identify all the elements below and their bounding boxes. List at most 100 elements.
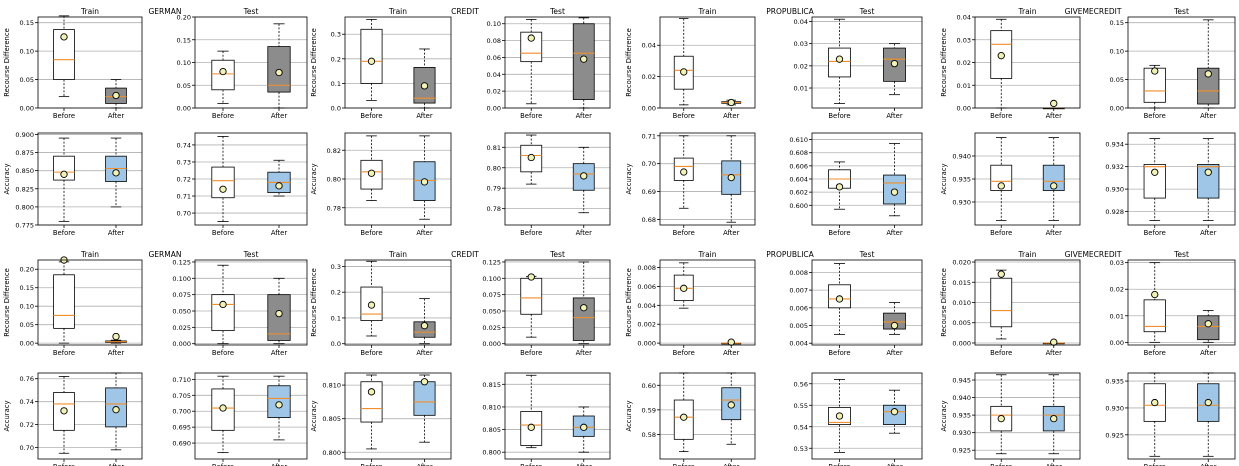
x-tick-label: Before <box>1144 229 1166 237</box>
x-tick-label: Before <box>520 229 542 237</box>
y-tick-label: 0.2 <box>331 55 341 63</box>
box-after <box>572 406 595 453</box>
dataset-header: GERMAN <box>149 250 182 259</box>
box-before <box>53 15 75 98</box>
axes-frame <box>344 16 452 109</box>
mean-marker <box>275 68 283 77</box>
box-body <box>53 29 75 80</box>
y-tick-label: 0.03 <box>1110 259 1124 267</box>
y-tick-label: 0.70 <box>642 160 656 168</box>
panel-bottom-propublica-train-accuracy: 0.58 0.59 0.60 Before After Accuracy <box>625 372 756 466</box>
y-tick-label: 0.15 <box>20 284 34 292</box>
y-tick-label: 0.70 <box>20 444 34 452</box>
y-tick-label: 0.007 <box>789 287 808 295</box>
box-before <box>673 18 694 106</box>
x-tick-label: After <box>108 112 125 120</box>
box-body <box>413 381 436 416</box>
mean-marker <box>1204 70 1212 78</box>
mean-marker <box>420 322 429 330</box>
panel-title: Train <box>698 250 717 259</box>
mean-marker <box>997 270 1005 278</box>
box-body <box>53 274 75 329</box>
mean-marker <box>680 168 688 176</box>
panel-title: Test <box>859 7 875 16</box>
x-tick-label: Before <box>53 349 75 357</box>
panel-title: Test <box>549 7 565 16</box>
y-tick-label: 0.002 <box>637 321 656 329</box>
panel-title: Train <box>388 7 407 16</box>
y-tick-label: 0.59 <box>642 406 656 414</box>
mean-marker <box>890 59 899 68</box>
mean-marker <box>835 295 844 303</box>
mean-marker <box>997 414 1005 423</box>
axes-frame <box>194 259 308 346</box>
y-tick-label: 0.04 <box>794 18 808 26</box>
y-tick-label: 0.700 <box>172 408 191 416</box>
box-before <box>360 374 383 450</box>
box-after <box>721 338 742 346</box>
dataset-header: GIVEMECREDIT <box>1065 250 1122 259</box>
mean-marker <box>420 178 429 186</box>
mean-marker <box>527 273 535 281</box>
axes-frame <box>504 16 611 109</box>
x-tick-label: After <box>723 463 740 466</box>
y-tick-label: 0.604 <box>789 176 808 184</box>
box-after <box>105 372 127 451</box>
y-tick-label: 0.805 <box>322 415 341 423</box>
panel-title: Train <box>1018 250 1037 259</box>
x-tick-label: After <box>271 229 288 237</box>
y-axis-label: Accuracy <box>625 400 633 431</box>
box-body <box>211 166 235 199</box>
y-tick-label: 0.125 <box>172 258 191 266</box>
panel-title: Test <box>1173 250 1189 259</box>
y-tick-label: 0.78 <box>327 204 341 212</box>
x-tick-label: After <box>576 229 593 237</box>
axes-frame <box>811 132 923 226</box>
panel-title: Test <box>549 250 565 259</box>
y-tick-label: 0.04 <box>957 14 971 22</box>
panel-top-german-test-recourse-difference: 0.00 0.05 0.10 0.15 0.20 Before After Test <box>177 7 308 120</box>
y-tick-label: 0.08 <box>487 37 501 45</box>
box-after <box>267 159 291 197</box>
box-before <box>360 19 383 102</box>
panel-top-propublica-train-accuracy: 0.68 0.69 0.70 0.71 Before After Accuracy <box>625 132 756 237</box>
y-tick-label: 0.0 <box>331 105 341 113</box>
y-tick-label: 0.03 <box>957 36 971 44</box>
box-body <box>1197 315 1220 341</box>
y-axis-label: Accuracy <box>310 400 318 431</box>
y-tick-label: 0.934 <box>1105 141 1124 149</box>
mean-marker <box>112 332 120 341</box>
panel-top-givemecredit-train-accuracy: 0.930 0.935 0.940 Before After Accuracy <box>940 132 1081 237</box>
y-tick-label: 0.10 <box>177 59 191 67</box>
y-tick-label: 0.3 <box>331 263 341 271</box>
box-after <box>105 79 127 109</box>
y-tick-label: 0.004 <box>637 302 656 310</box>
mean-marker <box>1050 99 1058 108</box>
x-tick-label: After <box>1200 349 1217 357</box>
panel-bottom-german-train-accuracy: 0.70 0.72 0.74 0.76 Before After Accuracy <box>3 372 143 466</box>
mean-marker <box>1151 398 1159 407</box>
x-tick-label: After <box>886 349 903 357</box>
x-tick-label: Before <box>520 112 542 120</box>
y-tick-label: 0.805 <box>482 426 501 434</box>
box-after <box>1197 138 1220 221</box>
x-tick-label: After <box>723 349 740 357</box>
box-after <box>413 298 436 345</box>
mean-marker <box>527 153 535 162</box>
axes-frame <box>37 132 143 226</box>
y-tick-label: 0.695 <box>172 424 191 432</box>
box-before <box>360 135 383 201</box>
y-tick-label: 0.900 <box>15 131 34 139</box>
y-tick-label: 0.000 <box>637 340 656 348</box>
panel-top-givemecredit-train-recourse-difference: 0.00 0.01 0.02 0.03 0.04 Before After Train Reco… <box>940 7 1081 120</box>
mean-marker <box>219 67 227 76</box>
box-before <box>520 374 543 449</box>
y-tick-label: 0.20 <box>177 14 191 22</box>
y-tick-label: 0.020 <box>952 259 971 267</box>
axes-frame <box>194 16 308 109</box>
y-tick-label: 0.02 <box>794 62 808 70</box>
box-before <box>990 18 1013 109</box>
panel-title: Train <box>80 7 99 16</box>
dataset-header: GIVEMECREDIT <box>1065 7 1122 16</box>
y-tick-label: 0.875 <box>15 149 34 157</box>
